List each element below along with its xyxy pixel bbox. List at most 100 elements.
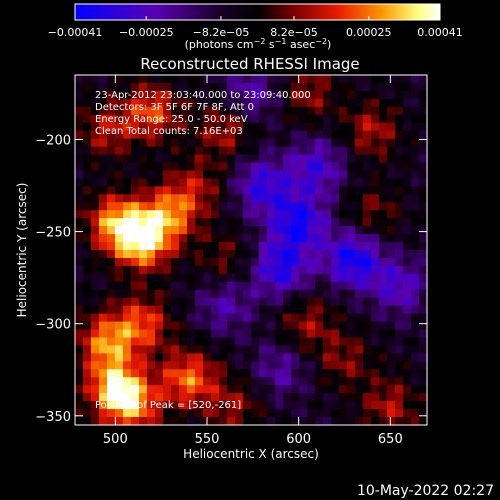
heatmap-cell xyxy=(91,210,100,219)
heatmap-cell xyxy=(227,281,236,291)
heatmap-cell xyxy=(259,106,268,116)
heatmap-cell xyxy=(235,337,244,347)
heatmap-cell xyxy=(283,138,292,148)
heatmap-cell xyxy=(251,218,260,227)
heatmap-cell xyxy=(187,90,196,100)
heatmap-cell xyxy=(91,234,100,243)
heatmap-cell xyxy=(363,417,372,426)
heatmap-cell xyxy=(235,281,244,291)
heatmap-cell xyxy=(235,210,244,219)
heatmap-cell xyxy=(395,106,404,116)
heatmap-cell xyxy=(219,75,228,84)
heatmap-cell xyxy=(403,154,412,164)
heatmap-cell xyxy=(91,242,100,251)
heatmap-cell xyxy=(339,297,348,307)
heatmap-cell xyxy=(243,226,252,235)
heatmap-cell xyxy=(227,369,236,378)
heatmap-cell xyxy=(171,409,180,418)
heatmap-cell xyxy=(307,242,316,251)
heatmap-cell xyxy=(107,234,116,243)
heatmap-cell xyxy=(299,194,308,203)
heatmap-cell xyxy=(243,114,252,124)
heatmap-cell xyxy=(115,186,124,195)
heatmap-cell xyxy=(363,393,372,402)
heatmap-cell xyxy=(171,194,180,203)
heatmap-cell xyxy=(155,385,164,394)
heatmap-cell xyxy=(339,409,348,418)
heatmap-cell xyxy=(403,401,412,410)
heatmap-cell xyxy=(291,289,300,299)
heatmap-cell xyxy=(387,289,396,299)
heatmap-cell xyxy=(179,329,188,339)
heatmap-cell xyxy=(75,289,84,299)
footer-timestamp: 10-May-2022 02:27 xyxy=(357,483,494,499)
heatmap-cell xyxy=(323,369,332,378)
heatmap-cell xyxy=(131,186,140,195)
heatmap-cell xyxy=(267,75,276,84)
heatmap-cell xyxy=(323,202,332,211)
heatmap-cell xyxy=(267,337,276,347)
heatmap-cell xyxy=(251,321,260,331)
heatmap-cell xyxy=(243,401,252,410)
heatmap-cell xyxy=(299,90,308,100)
heatmap-cell xyxy=(331,202,340,211)
heatmap-cell xyxy=(107,154,116,164)
heatmap-cell xyxy=(275,162,284,172)
heatmap-cell xyxy=(211,369,220,378)
heatmap-cell xyxy=(411,178,420,187)
heatmap-cell xyxy=(307,75,316,84)
heatmap-cell xyxy=(227,234,236,243)
heatmap-cell xyxy=(419,265,428,275)
heatmap-cell xyxy=(115,409,124,418)
heatmap-cell xyxy=(163,98,172,108)
heatmap-cell xyxy=(195,130,204,140)
heatmap-cell xyxy=(299,265,308,275)
heatmap-cell xyxy=(275,265,284,275)
y-tick-label: −250 xyxy=(35,226,71,241)
heatmap-cell xyxy=(139,361,148,370)
heatmap-cell xyxy=(243,82,252,92)
heatmap-cell xyxy=(107,257,116,267)
heatmap-cell xyxy=(371,178,380,187)
heatmap-cell xyxy=(267,369,276,378)
heatmap-cell xyxy=(403,265,412,275)
heatmap-cell xyxy=(163,401,172,410)
heatmap-cell xyxy=(219,194,228,203)
heatmap-cell xyxy=(131,178,140,187)
heatmap-cell xyxy=(155,122,164,132)
heatmap-cell xyxy=(371,329,380,339)
heatmap-cell xyxy=(403,329,412,339)
heatmap-cell xyxy=(275,385,284,394)
heatmap-cell xyxy=(187,82,196,92)
heatmap-cell xyxy=(147,186,156,195)
heatmap-cell xyxy=(75,305,84,315)
heatmap-cell xyxy=(307,114,316,124)
heatmap-cell xyxy=(347,202,356,211)
heatmap-cell xyxy=(307,353,316,362)
heatmap-cell xyxy=(291,273,300,283)
heatmap-cell xyxy=(283,297,292,307)
heatmap-cell xyxy=(251,353,260,362)
x-tick-label: 650 xyxy=(378,432,403,447)
heatmap-cell xyxy=(251,82,260,92)
heatmap-cell xyxy=(195,75,204,84)
heatmap-cell xyxy=(363,194,372,203)
heatmap-cell xyxy=(147,154,156,164)
heatmap-cell xyxy=(347,75,356,84)
heatmap-cell xyxy=(419,202,428,211)
heatmap-cell xyxy=(379,138,388,148)
heatmap-cell xyxy=(171,401,180,410)
heatmap-cell xyxy=(203,234,212,243)
heatmap-cell xyxy=(403,218,412,227)
heatmap-cell xyxy=(283,98,292,108)
heatmap-cell xyxy=(235,401,244,410)
heatmap-cell xyxy=(83,138,92,148)
heatmap-cell xyxy=(323,353,332,362)
heatmap-cell xyxy=(91,257,100,267)
heatmap-cell xyxy=(283,250,292,259)
heatmap-cell xyxy=(331,289,340,299)
heatmap-cell xyxy=(131,313,140,323)
heatmap-cell xyxy=(339,170,348,179)
heatmap-cell xyxy=(323,218,332,227)
